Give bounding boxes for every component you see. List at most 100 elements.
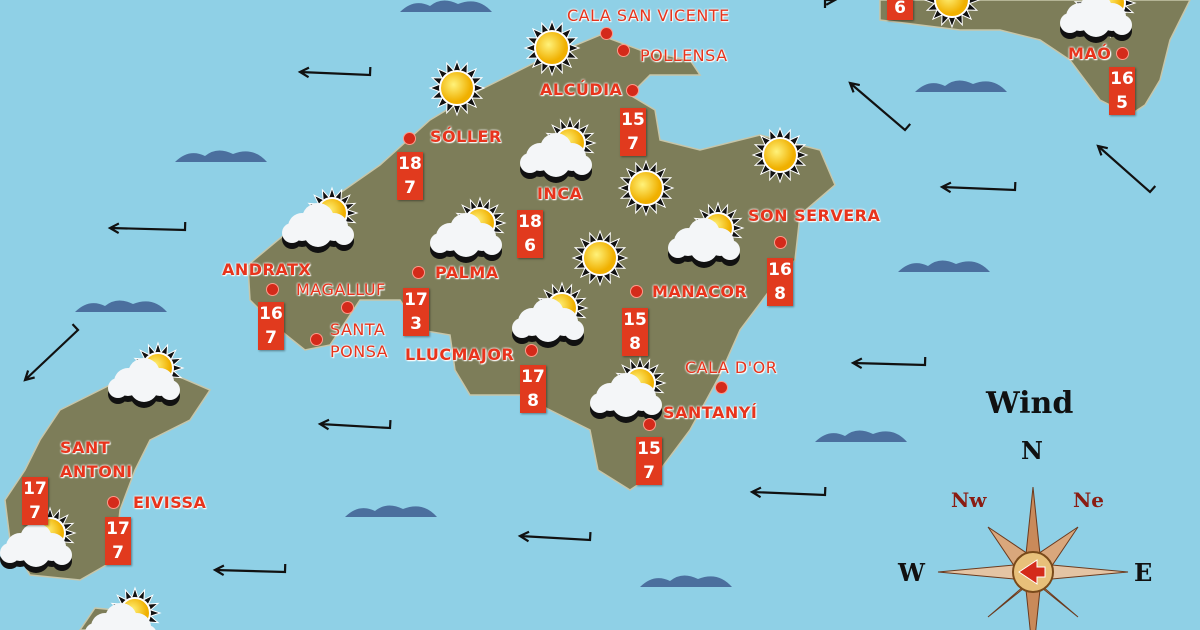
wind-arrow-northwest-icon	[848, 81, 912, 132]
max-temperature: 16	[259, 304, 283, 324]
min-temperature: 8	[527, 391, 539, 411]
temperature-box: 16 8	[767, 258, 793, 306]
city-marker	[413, 267, 424, 278]
partly-cloudy-icon	[282, 186, 359, 253]
min-temperature: 7	[29, 503, 41, 523]
city-marker	[775, 237, 786, 248]
compass-northeast: Ne	[1073, 488, 1105, 512]
wind-arrow-west-icon	[517, 530, 592, 543]
partly-cloudy-icon	[108, 341, 185, 408]
city-label: POLLENSA	[640, 46, 728, 65]
min-temperature: 7	[265, 328, 277, 348]
compass-north: N	[1021, 436, 1043, 465]
city-label: LLUCMAJOR	[405, 345, 515, 364]
city-label: CALA SAN VICENTE	[567, 6, 730, 25]
island-mallorca	[247, 34, 836, 491]
wind-arrow-northwest-icon	[1096, 144, 1157, 194]
min-temperature: 5	[1116, 93, 1128, 113]
min-temperature: 3	[410, 314, 422, 334]
city-marker	[526, 345, 537, 356]
temperature-box: 15 7	[636, 437, 662, 485]
city-label: SANTANYÍ	[663, 403, 758, 422]
temperature-box: 18 6	[517, 210, 543, 258]
max-temperature: 17	[404, 290, 428, 310]
wind-arrow-west-icon	[317, 418, 392, 431]
max-temperature: 15	[637, 439, 661, 459]
wave-icon	[898, 260, 990, 272]
city-label: MAÓ	[1068, 44, 1112, 63]
city-marker	[618, 45, 629, 56]
sun-icon	[923, 0, 981, 29]
partly-cloudy-icon	[0, 506, 77, 573]
temperature-box: 15 8	[622, 308, 648, 356]
temperature-box: 16 7	[258, 302, 284, 350]
wind-direction-arrow-icon	[1018, 559, 1046, 585]
city-label: MANACOR	[652, 282, 748, 301]
city-label: MAGALLUF	[296, 280, 386, 299]
wave-icon	[175, 150, 267, 162]
wind-arrow-west-icon	[749, 486, 827, 499]
min-temperature: 7	[112, 543, 124, 563]
wave-icon	[75, 300, 167, 312]
max-temperature: 16	[768, 260, 792, 280]
compass-northwest: Nw	[951, 488, 987, 512]
min-temperature: 8	[774, 284, 786, 304]
sun-icon	[751, 126, 809, 184]
max-temperature: 16	[1110, 69, 1134, 89]
temperature-box: 17 7	[22, 477, 48, 525]
sun-icon	[571, 229, 629, 287]
city-label: ALCÚDIA	[540, 80, 623, 99]
temperature-box: 15 7	[620, 108, 646, 156]
min-temperature: 8	[629, 334, 641, 354]
partly-cloudy-icon	[430, 196, 507, 263]
partly-cloudy-icon	[85, 586, 162, 630]
city-marker	[404, 133, 415, 144]
city-marker	[631, 286, 642, 297]
partly-cloudy-icon	[1060, 0, 1137, 43]
city-marker	[311, 334, 322, 345]
city-marker	[644, 419, 655, 430]
partly-cloudy-icon	[512, 281, 589, 348]
partly-cloudy-icon	[590, 356, 667, 423]
max-temperature: 17	[23, 479, 47, 499]
compass-east: E	[1134, 558, 1153, 587]
min-temperature: 7	[643, 463, 655, 483]
island-menorca	[879, 0, 1191, 116]
city-marker	[627, 85, 638, 96]
max-temperature: 17	[106, 519, 130, 539]
city-label: ANTONI	[60, 462, 133, 481]
max-temperature: 18	[398, 154, 422, 174]
city-label: ANDRATX	[222, 260, 312, 279]
city-marker	[342, 302, 353, 313]
city-marker	[601, 28, 612, 39]
sun-icon	[428, 59, 486, 117]
wind-arrow-southwest-icon	[23, 323, 80, 382]
temperature-box: 17 7	[105, 517, 131, 565]
partly-cloudy-icon	[668, 201, 745, 268]
temperature-box: 17 8	[520, 365, 546, 413]
max-temperature: 17	[521, 367, 545, 387]
wave-icon	[915, 80, 1007, 92]
temperature-box: 16 5	[1109, 67, 1135, 115]
max-temperature: 15	[621, 110, 645, 130]
compass-title: Wind	[986, 386, 1074, 421]
wind-arrow-west-icon	[107, 221, 187, 234]
city-label: EIVISSA	[133, 493, 207, 512]
sun-icon	[523, 19, 581, 77]
temperature-box: 17 3	[403, 288, 429, 336]
temperature-box: 6	[887, 0, 913, 20]
city-marker	[716, 382, 727, 393]
city-label: SANT	[60, 438, 111, 457]
sun-icon	[617, 159, 675, 217]
city-marker	[1117, 48, 1128, 59]
wave-icon	[640, 575, 732, 587]
min-temperature: 6	[524, 236, 536, 256]
wind-arrow-west-icon	[939, 181, 1017, 194]
max-temperature: 18	[518, 212, 542, 232]
wind-compass	[937, 486, 1129, 630]
city-label: CALA D'OR	[685, 358, 778, 377]
wave-icon	[400, 0, 492, 12]
wind-arrow-northeast-icon	[823, 0, 838, 8]
max-temperature: 15	[623, 310, 647, 330]
city-label: PALMA	[435, 263, 499, 282]
